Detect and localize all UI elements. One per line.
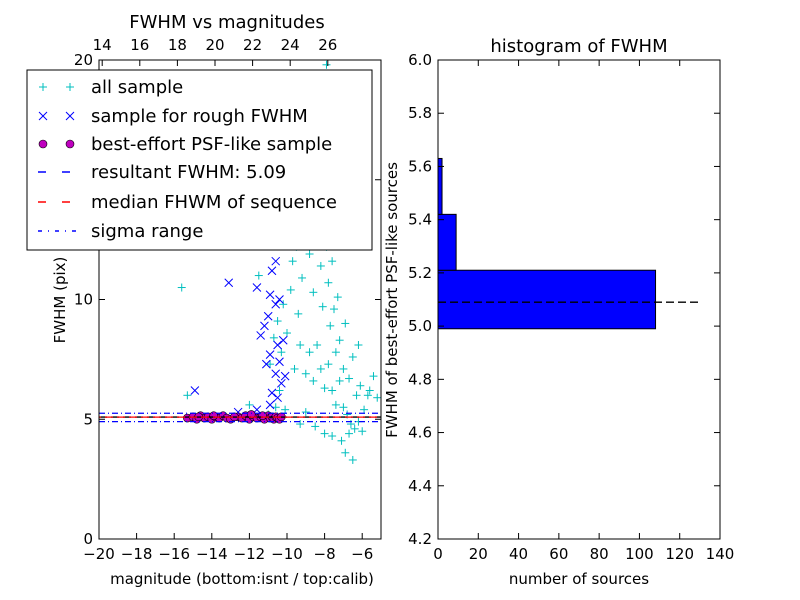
rough-fwhm-point-14-b [267, 388, 277, 398]
scatter-x-tick-label-4: −12 [234, 545, 266, 563]
histogram-x-tick-label-7: 140 [706, 545, 735, 563]
rough-fwhm-point-10-b [273, 340, 282, 350]
histogram-y-tick-label-7: 5.6 [408, 157, 432, 175]
rough-fwhm-point-3-b [256, 331, 266, 340]
scatter-x-tick-label-1: −18 [121, 545, 153, 563]
rough-fwhm-point-16-b [265, 400, 275, 410]
histogram-x-tick-label-5: 100 [625, 545, 654, 563]
histogram-y-tick-label-0: 4.2 [408, 530, 432, 548]
scatter-top-tick-label-6: 26 [318, 36, 337, 54]
histogram-y-tick-label-3: 4.8 [408, 370, 432, 388]
rough-fwhm-point-9-b [271, 299, 281, 309]
histogram-y-tick-label-2: 4.6 [408, 424, 432, 442]
rough-fwhm-point-22-b [275, 295, 284, 304]
scatter-top-tick-label-3: 20 [205, 36, 224, 54]
legend-label-psf-like-sample: best-effort PSF-like sample [91, 134, 332, 155]
scatter-axes: −20−18−16−14−12−10−8−6051015201416182022… [74, 36, 382, 563]
histogram-bar-1 [437, 213, 457, 271]
legend-label-all-sample: all sample [91, 77, 183, 98]
rough-fwhm-point-6-b [265, 290, 275, 300]
rough-fwhm-point-11-b [265, 350, 275, 359]
histogram-x-tick-label-6: 120 [665, 545, 694, 563]
rough-fwhm-point-18-b [277, 378, 286, 388]
histogram-y-tick-label-1: 4.4 [408, 477, 432, 495]
rough-fwhm-point-5-b [263, 311, 273, 321]
scatter-top-tick-label-2: 18 [168, 36, 187, 54]
legend-key-psf-like-0 [38, 139, 48, 149]
legend-keys [38, 83, 76, 232]
scatter-top-tick-label-4: 22 [243, 36, 262, 54]
scatter-y-tick-label-2: 10 [74, 291, 93, 309]
histogram-y-tick-label-8: 5.8 [408, 104, 432, 122]
legend-label-median-fwhm: median FHWM of sequence [91, 192, 337, 213]
scatter-y-tick-label-4: 20 [74, 51, 93, 69]
scatter-top-tick-label-5: 24 [281, 36, 300, 54]
scatter-y-tick-label-1: 5 [83, 410, 93, 428]
legend-label-rough-fwhm: sample for rough FWHM [91, 106, 308, 127]
rough-fwhm-point-24-b [280, 371, 290, 381]
scatter-y-tick-label-0: 0 [83, 530, 93, 548]
histogram-x-tick-label-2: 40 [509, 545, 528, 563]
histogram-y-tick-label-5: 5.2 [408, 264, 432, 282]
legend-label-sigma-range: sigma range [91, 221, 203, 242]
rough-fwhm-point-4-b [260, 321, 269, 331]
histogram-bar-0 [437, 269, 657, 330]
legend-box [26, 69, 373, 251]
scatter-x-tick-label-6: −8 [314, 545, 336, 563]
scatter-top-tick-label-1: 16 [130, 36, 149, 54]
scatter-x-tick-label-7: −6 [351, 545, 373, 563]
scatter-top-tick-label-0: 14 [93, 36, 112, 54]
histogram-frame [437, 59, 721, 540]
legend-key-rough-fwhm-0-b [38, 111, 48, 121]
histogram-y-axis-label: FWHM of best-effort PSF-like sources [383, 162, 401, 438]
scatter-x-tick-label-3: −14 [196, 545, 228, 563]
rough-fwhm-point-12-b [261, 359, 271, 369]
legend-key-rough-fwhm-1-b [65, 111, 75, 121]
scatter-x-axis-label: magnitude (bottom:isnt / top:calib) [110, 570, 374, 588]
rough-fwhm-point-21-b [271, 256, 281, 266]
histogram-y-tick-label-4: 5.0 [408, 317, 432, 335]
histogram-title: histogram of FWHM [490, 36, 667, 57]
legend-label-resultant-fwhm: resultant FWHM: 5.09 [91, 162, 286, 183]
histogram-panel: histogram of FWHM 0 20 40 60 80 100 120 140 4.2 4… [383, 36, 734, 588]
rough-fwhm-point-15-b [273, 393, 282, 403]
rough-fwhm-point-0-b [190, 386, 200, 395]
histogram-y-tick-label-9: 6.0 [408, 51, 432, 69]
scatter-y-axis-label: FWHM (pix) [51, 257, 69, 344]
rough-fwhm-point-1-b [224, 278, 234, 288]
rough-fwhm-point-2-b [252, 283, 262, 292]
histogram-x-tick-label-1: 20 [469, 545, 488, 563]
scatter-plot-area [99, 60, 382, 464]
scatter-legend: all sample sample for rough FWHM best-ef… [26, 69, 373, 251]
rough-fwhm-point-13-b [271, 369, 281, 379]
histogram-y-tick-label-6: 5.4 [408, 211, 432, 229]
rough-fwhm-point-17-b [275, 357, 284, 367]
rough-fwhm-point-23-b [278, 335, 288, 345]
scatter-title: FWHM vs magnitudes [129, 12, 324, 33]
histogram-x-axis-label: number of sources [509, 570, 649, 588]
histogram-x-tick-label-0: 0 [433, 545, 443, 563]
scatter-panel: FWHM vs magnitudes −20 −18 −16 −14 −12 −10 −8−… [26, 12, 382, 588]
scatter-x-tick-label-2: −16 [158, 545, 190, 563]
scatter-x-tick-label-0: −20 [83, 545, 115, 563]
histogram-x-tick-label-3: 60 [549, 545, 568, 563]
histogram-x-tick-label-4: 80 [590, 545, 609, 563]
histogram-axes: 0 20 40 60 80 100 120 140 4.2 4.4 4.6 4.8 5.0 5.2 5.4 5… [408, 51, 734, 563]
histogram-plot-area [437, 157, 699, 330]
scatter-x-tick-label-5: −10 [271, 545, 303, 563]
rough-fwhm-point-7-b [267, 266, 277, 276]
legend-key-psf-like-1 [65, 139, 75, 149]
